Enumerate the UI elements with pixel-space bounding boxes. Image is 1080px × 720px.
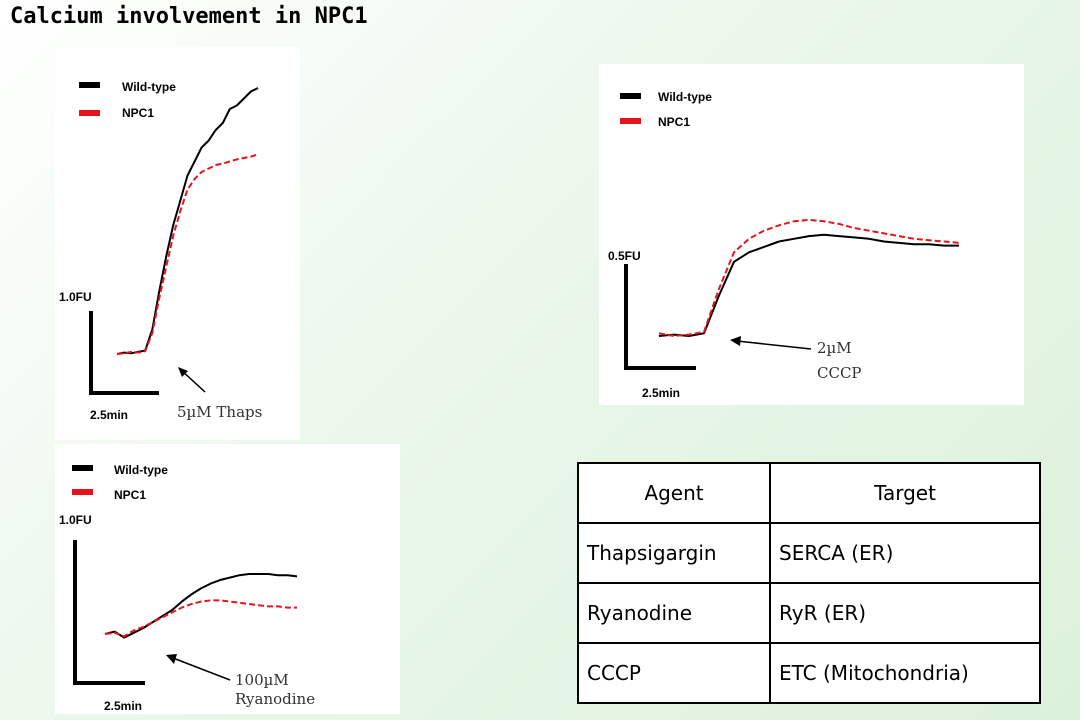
series-line-wild-type xyxy=(658,233,959,337)
legend-label-wild-type: Wild-type xyxy=(114,463,168,477)
x-scale-label: 2.5min xyxy=(90,408,128,422)
series-line-npc1 xyxy=(658,218,960,337)
y-scale-bar xyxy=(89,311,93,395)
annotation-arrowhead xyxy=(730,336,741,346)
legend-label-npc1: NPC1 xyxy=(658,115,690,129)
scale-bars xyxy=(624,264,696,370)
x-scale-bar xyxy=(624,366,696,370)
ryanodine-chart: Wild-type NPC1 1.0FU 2.5min 100µM Ryanod… xyxy=(59,463,315,713)
table-cell-agent: CCCP xyxy=(577,642,771,704)
y-scale-label: 0.5FU xyxy=(608,249,641,263)
annotation-arrowhead xyxy=(178,367,188,377)
x-scale-bar xyxy=(89,391,159,395)
series-line-npc1 xyxy=(104,599,297,638)
scale-bars xyxy=(73,540,145,685)
x-scale-label: 2.5min xyxy=(642,386,680,400)
table-header-cell: Agent xyxy=(577,462,771,524)
table-cell-agent: Thapsigargin xyxy=(577,522,771,584)
legend-label-npc1: NPC1 xyxy=(114,488,146,502)
annotation-arrow xyxy=(172,657,231,681)
agent-target-table: Agent Target Thapsigargin SERCA (ER) Rya… xyxy=(577,462,1041,704)
cccp-panel: Wild-type NPC1 0.5FU 2.5min 2µM CCCP xyxy=(599,64,1024,405)
annotation-label: 100µM Ryanodine xyxy=(235,671,315,708)
table-header-row: Agent Target xyxy=(577,462,1041,524)
legend-swatch-wild-type xyxy=(620,93,641,99)
legend-label-npc1: NPC1 xyxy=(122,106,154,120)
table-cell-target: SERCA (ER) xyxy=(769,522,1041,584)
page-title: Calcium involvement in NPC1 xyxy=(10,4,368,29)
legend-swatch-wild-type xyxy=(79,82,100,88)
table-header-cell: Target xyxy=(769,462,1041,524)
thapsigargin-panel: Wild-type NPC1 1.0FU 2.5min 5µM Thaps xyxy=(55,47,300,440)
y-scale-label: 1.0FU xyxy=(59,513,92,527)
legend-swatch-npc1 xyxy=(79,110,100,116)
x-scale-bar xyxy=(73,681,145,685)
table-cell-target: ETC (Mitochondria) xyxy=(769,642,1041,704)
table-cell-target: RyR (ER) xyxy=(769,582,1041,644)
legend-swatch-wild-type xyxy=(72,465,93,471)
series-line-npc1 xyxy=(116,153,259,355)
table-cell-agent: Ryanodine xyxy=(577,582,771,644)
x-scale-label: 2.5min xyxy=(104,699,142,713)
annotation-arrowhead xyxy=(166,654,177,664)
annotation-label: 2µM CCCP xyxy=(817,339,862,382)
thapsigargin-chart: Wild-type NPC1 1.0FU 2.5min 5µM Thaps xyxy=(59,80,262,422)
table-row: CCCP ETC (Mitochondria) xyxy=(577,642,1041,704)
table-row: Ryanodine RyR (ER) xyxy=(577,582,1041,644)
y-scale-bar xyxy=(624,264,628,370)
legend-swatch-npc1 xyxy=(72,489,93,495)
annotation-label: 5µM Thaps xyxy=(177,403,262,421)
legend-label-wild-type: Wild-type xyxy=(122,80,176,94)
series-line-wild-type xyxy=(104,573,298,639)
legend-label-wild-type: Wild-type xyxy=(658,90,712,104)
legend-swatch-npc1 xyxy=(620,118,641,124)
ryanodine-panel: Wild-type NPC1 1.0FU 2.5min 100µM Ryanod… xyxy=(55,444,400,714)
series-line-wild-type xyxy=(116,87,259,355)
scale-bars xyxy=(89,311,159,395)
table-row: Thapsigargin SERCA (ER) xyxy=(577,522,1041,584)
y-scale-label: 1.0FU xyxy=(59,290,92,304)
y-scale-bar xyxy=(73,540,77,685)
annotation-arrow xyxy=(736,340,812,350)
cccp-chart: Wild-type NPC1 0.5FU 2.5min 2µM CCCP xyxy=(608,90,960,400)
